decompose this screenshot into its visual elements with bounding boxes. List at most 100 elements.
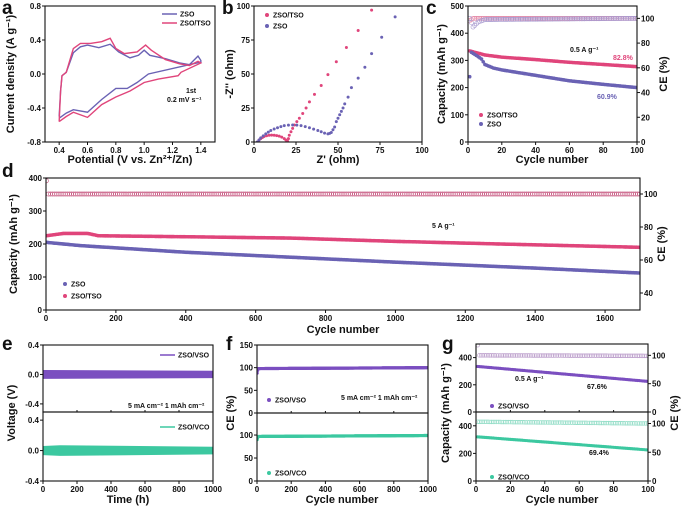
x-tick-label: 100 [630,146,644,155]
annotation: 82.8% [613,55,634,62]
ce-point [564,353,570,358]
ce-point [602,420,608,426]
y2-axis-label: CE (%) [656,226,668,262]
ce-point [578,353,584,358]
ce-point [604,420,609,426]
panel-e: e Time (h) Voltage (V) -0.4 0.0 0.4 ZSO/VSO 5 m… [2,334,222,506]
subplot: 0 200 400 0 50 100 ZSO/VSO 0.5 A g⁻¹ 67.6% [459,343,666,417]
data-point [363,65,367,69]
data-point [267,133,271,137]
series-zso-ce [468,15,637,30]
ce-point [525,353,530,358]
ce-point [616,421,621,426]
ce-point [492,353,498,358]
ce-point [575,16,581,22]
data-point [291,126,295,130]
ce-point [629,16,635,21]
ce-point [497,353,503,358]
ce-point [539,420,544,425]
data-point [269,128,273,132]
ce-point [499,353,504,358]
y-axis-label: Capacity (mAh g⁻¹) [440,363,452,463]
ce-point [501,353,506,358]
legend-item: ZSO [63,282,86,289]
ce-point [482,17,488,22]
ce-point [640,353,646,359]
ce-point [610,16,616,21]
data-point [333,125,337,129]
ce-point [489,419,494,425]
x-tick-label: 50 [334,146,343,155]
x-tick-label: 600 [353,485,367,494]
ce-point [644,353,648,359]
x-axis-label: Cycle number [526,494,599,506]
data-point [329,130,333,134]
y-tick-label: 200 [459,449,473,458]
legend-label: ZSO/VCO [275,471,307,478]
ce-point [611,353,616,358]
ce-point [628,421,633,426]
y2-axis-label: CE (%) [658,56,670,92]
y2-tick-label: 100 [652,420,666,429]
ce-point [589,420,594,426]
ce-point [632,15,637,21]
y-tick-label: 0 [249,409,254,418]
ce-point [565,16,571,22]
x-tick-label: 25 [292,146,301,155]
ce-point [627,16,633,21]
x-tick-label: 100 [415,146,429,155]
x-axis-label: Z' (ohm) [317,154,360,166]
ce-point [517,16,523,22]
x-tick-label: 1000 [387,314,405,323]
series-zso [468,50,637,90]
plot-area [257,433,428,442]
x-axis-label: Cycle number [307,324,380,336]
y-tick-label: 300 [29,207,43,216]
y2-tick-label: 40 [641,89,650,98]
ce-point [626,16,631,21]
ce-point [552,420,558,425]
data-point [257,138,261,142]
ce-point [605,16,611,21]
ce-point [578,420,584,426]
ce-point [559,420,565,425]
legend-item: ZSO [479,122,502,129]
ce-point [548,16,554,22]
series-zso-vso [43,370,213,379]
ce-point [533,16,538,22]
panel-a: a Potential (V vs. Zn²⁺/Zn) Current densit… [2,0,216,166]
ce-point [529,16,535,22]
ce-point [484,17,489,22]
plot-area [476,344,648,383]
ce-point [638,353,644,359]
ce-point [580,420,585,426]
ce-point [599,420,604,426]
ce-point [550,16,555,22]
ce-point [511,16,517,22]
series-zso-tso [46,231,640,250]
ce-point [571,353,577,358]
data-point [312,127,316,131]
ce-point [511,353,517,358]
legend-dot-icon [490,404,494,408]
data-point [276,126,280,130]
ce-point [484,419,489,425]
ce-point [496,353,501,358]
y-tick-label: 500 [451,2,465,11]
ce-point [554,420,560,425]
y-tick-label: 50 [244,454,253,463]
ce-point [590,420,596,426]
ce-point [583,353,589,358]
ce-point [599,16,604,22]
ce-point [626,353,632,359]
ce-point [587,16,593,22]
ce-point [516,353,522,358]
legend-item: ZSO/TSO [479,113,518,120]
legend-item: ZSO/TSO [63,294,102,301]
ce-point [613,420,618,426]
ce-point [520,420,525,425]
x-tick-label: 0 [44,314,49,323]
ce-point [549,353,554,358]
